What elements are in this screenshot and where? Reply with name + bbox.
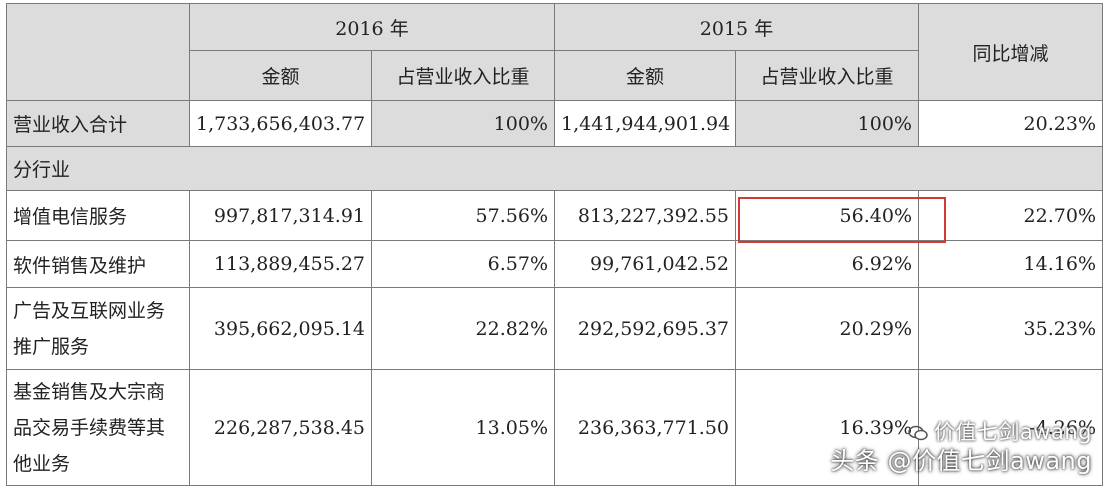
share-2015-highlighted: 56.40% — [735, 190, 946, 243]
yoy-change: -4.26% — [918, 369, 1103, 486]
watermark-line-1: 价值七剑awang — [908, 416, 1092, 446]
header-yoy: 同比增减 — [918, 3, 1103, 101]
table-row-total: 营业收入合计 1,733,656,403.77 100% 1,441,944,9… — [6, 100, 1103, 147]
header-year-2016: 2016 年 — [189, 3, 555, 51]
yoy-change: 20.23% — [918, 100, 1103, 147]
table-row: 软件销售及维护 113,889,455.27 6.57% 99,761,042.… — [6, 240, 1103, 288]
wechat-icon — [908, 425, 928, 441]
amount-2016: 113,889,455.27 — [189, 240, 372, 288]
share-2015: 6.92% — [735, 240, 919, 288]
table-row: 增值电信服务 997,817,314.91 57.56% 813,227,392… — [6, 190, 1103, 243]
share-2016: 22.82% — [371, 287, 555, 370]
header-amount-2016: 金额 — [189, 50, 372, 101]
share-2015: 100% — [735, 100, 919, 147]
share-2015-value: 56.40% — [839, 204, 912, 227]
row-label: 营业收入合计 — [6, 100, 190, 147]
yoy-change: 14.16% — [918, 240, 1103, 288]
row-label: 增值电信服务 — [6, 190, 190, 241]
amount-2015: 292,592,695.37 — [554, 287, 736, 370]
row-label: 软件销售及维护 — [6, 240, 190, 288]
header-empty-cell — [6, 3, 190, 101]
table-row-section: 分行业 — [6, 146, 1103, 191]
amount-2016: 1,733,656,403.77 — [189, 100, 372, 147]
amount-2015: 813,227,392.55 — [554, 190, 736, 241]
table-row: 基金销售及大宗商品交易手续费等其他业务 226,287,538.45 13.05… — [6, 369, 1103, 486]
header-share-2016: 占营业收入比重 — [371, 50, 555, 101]
yoy-change: 22.70% — [918, 190, 1103, 241]
revenue-table: 2016 年 2015 年 同比增减 金额 占营业收入比重 金额 占营业收入比重… — [6, 3, 1103, 486]
amount-2016: 226,287,538.45 — [189, 369, 372, 486]
row-label: 广告及互联网业务推广服务 — [6, 287, 190, 370]
amount-2016: 395,662,095.14 — [189, 287, 372, 370]
header-year-2015: 2015 年 — [554, 3, 919, 51]
header-share-2015: 占营业收入比重 — [735, 50, 919, 101]
amount-2016: 997,817,314.91 — [189, 190, 372, 241]
share-2016: 100% — [371, 100, 555, 147]
share-2016: 13.05% — [371, 369, 555, 486]
share-2016: 6.57% — [371, 240, 555, 288]
share-2015: 16.39% — [735, 369, 919, 486]
header-amount-2015: 金额 — [554, 50, 736, 101]
section-label: 分行业 — [6, 146, 1103, 191]
table-row: 广告及互联网业务推广服务 395,662,095.14 22.82% 292,5… — [6, 287, 1103, 370]
watermark-line-2: 头条 @价值七剑awang — [830, 447, 1092, 475]
amount-2015: 236,363,771.50 — [554, 369, 736, 486]
amount-2015: 99,761,042.52 — [554, 240, 736, 288]
share-2015: 20.29% — [735, 287, 919, 370]
yoy-change: 35.23% — [918, 287, 1103, 370]
share-2016: 57.56% — [371, 190, 555, 241]
amount-2015: 1,441,944,901.94 — [554, 100, 736, 147]
watermark-text-1: 价值七剑awang — [933, 420, 1092, 444]
row-label: 基金销售及大宗商品交易手续费等其他业务 — [6, 369, 190, 486]
